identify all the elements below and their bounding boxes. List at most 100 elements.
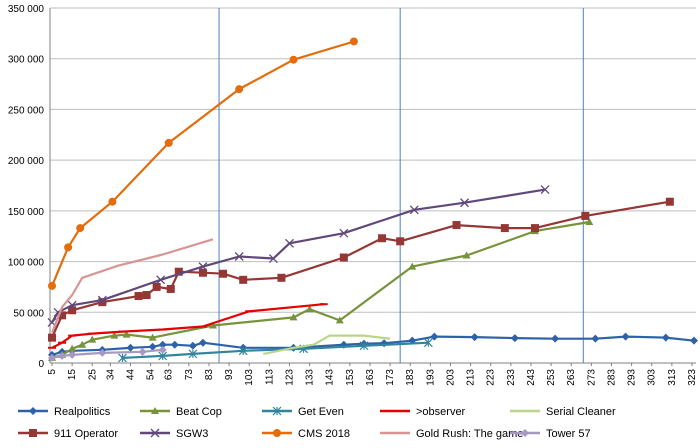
data-point-911-operator <box>452 221 461 230</box>
x-tick-label: 273 <box>586 369 597 386</box>
data-point-911-operator <box>396 237 405 246</box>
data-point-cms-2018 <box>164 138 173 147</box>
data-point-911-operator <box>219 269 228 278</box>
legend-item-gold-rush-the-game: Gold Rush: The game <box>380 428 523 440</box>
data-point-tower-57 <box>158 345 167 354</box>
series-line-serial-cleaner <box>263 334 391 355</box>
series-tower-57 <box>48 345 167 362</box>
series-gold-rush-the-game <box>50 238 214 334</box>
tick-labels: 0 50 000 100 000 150 000 200 000 250 000 300 0… <box>8 4 698 386</box>
x-tick-label: 203 <box>445 369 456 386</box>
data-point-911-operator <box>174 267 183 276</box>
x-tick-label: 44 <box>125 369 136 381</box>
x-tick-label: 313 <box>667 369 678 386</box>
legend-item-tower-57: Tower 57 <box>510 428 591 440</box>
legend-label: SGW3 <box>176 428 208 440</box>
data-point-sgw3 <box>156 275 166 285</box>
data-point-beat-cop <box>585 218 594 226</box>
x-tick-label: 54 <box>146 369 157 381</box>
y-tick-label: 50 000 <box>13 308 44 319</box>
data-point-tower-57 <box>138 347 147 356</box>
y-tick-label: 200 000 <box>8 156 45 167</box>
data-point-cms-2018 <box>48 281 57 290</box>
data-point-beat-cop <box>305 305 314 313</box>
legend-marker <box>521 429 529 437</box>
legend-item-observer: >observer <box>380 406 466 418</box>
legend-label: 911 Operator <box>54 428 118 440</box>
data-point-911-operator <box>134 292 143 301</box>
data-point-sgw3 <box>97 295 107 305</box>
data-point-realpolitics <box>126 343 135 352</box>
legend-item-sgw3: SGW3 <box>140 428 208 440</box>
data-point-beat-cop <box>462 251 471 259</box>
data-point-sgw3 <box>234 252 244 261</box>
y-tick-label: 100 000 <box>8 258 45 269</box>
legend-item-realpolitics: Realpolitics <box>18 406 111 418</box>
legend-label: Realpolitics <box>54 406 111 418</box>
data-point-realpolitics <box>591 334 600 343</box>
series-911-operator <box>48 197 674 342</box>
legend-item-serial-cleaner: Serial Cleaner <box>510 406 616 418</box>
x-tick-label: 133 <box>305 369 316 386</box>
legend-marker <box>272 406 282 416</box>
data-point-cms-2018 <box>76 224 85 233</box>
data-point-cms-2018 <box>235 85 244 94</box>
legend-item-911-operator: 911 Operator <box>18 428 118 440</box>
data-point-realpolitics <box>661 333 670 342</box>
data-point-sgw3 <box>285 238 294 248</box>
data-point-tower-57 <box>98 348 107 357</box>
x-tick-label: 213 <box>466 369 477 386</box>
data-point-beat-cop <box>78 340 87 348</box>
y-tick-label: 0 <box>38 359 44 370</box>
data-point-911-operator <box>531 224 540 233</box>
data-point-911-operator <box>48 333 57 342</box>
legend-item-beat-cop: Beat Cop <box>140 406 222 418</box>
data-point-cms-2018 <box>289 55 298 64</box>
x-tick-label: 173 <box>385 369 396 386</box>
data-point-realpolitics <box>430 332 439 341</box>
data-point-realpolitics <box>470 333 479 342</box>
data-point-realpolitics <box>510 334 519 343</box>
series-line-beat-cop <box>51 220 590 359</box>
legend-item-get-even: Get Even <box>262 406 344 418</box>
data-point-realpolitics <box>621 332 630 341</box>
x-tick-label: 5 <box>47 369 58 375</box>
legend-marker <box>29 429 37 437</box>
x-tick-label: 123 <box>284 369 295 386</box>
x-tick-label: 83 <box>204 369 215 381</box>
x-tick-label: 263 <box>566 369 577 386</box>
data-point-realpolitics <box>188 341 197 350</box>
legend-marker <box>151 407 159 414</box>
x-tick-label: 293 <box>627 369 638 386</box>
data-point-tower-57 <box>68 350 77 359</box>
x-tick-label: 243 <box>526 369 537 386</box>
y-tick-label: 300 000 <box>8 55 45 66</box>
data-point-911-operator <box>142 291 151 300</box>
y-tick-label: 250 000 <box>8 105 45 116</box>
data-point-cms-2018 <box>64 243 73 252</box>
x-tick-label: 323 <box>687 369 698 386</box>
data-point-realpolitics <box>170 340 179 349</box>
legend-label: Gold Rush: The game <box>416 428 523 440</box>
data-point-beat-cop <box>335 316 344 324</box>
data-point-realpolitics <box>689 336 698 345</box>
data-point-realpolitics <box>198 338 207 347</box>
x-tick-label: 253 <box>546 369 557 386</box>
data-point-realpolitics <box>148 342 157 351</box>
data-point-911-operator <box>239 275 248 284</box>
y-tick-label: 150 000 <box>8 207 45 218</box>
x-tick-label: 15 <box>67 369 78 381</box>
legend-label: Serial Cleaner <box>546 406 616 418</box>
reference-lines <box>218 8 584 363</box>
data-point-911-operator <box>581 211 590 220</box>
data-point-get-even <box>359 341 369 351</box>
data-point-911-operator <box>277 273 286 282</box>
legend-label: Tower 57 <box>546 428 591 440</box>
x-tick-label: 163 <box>365 369 376 386</box>
legend-label: Get Even <box>298 406 344 418</box>
x-tick-label: 143 <box>325 369 336 386</box>
legend-item-cms-2018: CMS 2018 <box>262 428 350 440</box>
legend-marker <box>29 407 37 415</box>
